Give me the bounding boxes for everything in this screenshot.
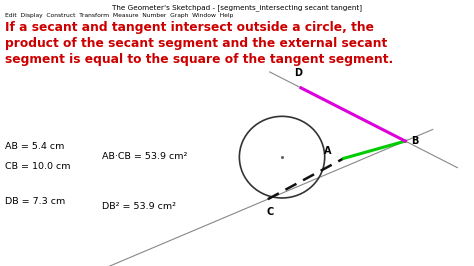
Text: Edit  Display  Construct  Transform  Measure  Number  Graph  Window  Help: Edit Display Construct Transform Measure… [5, 13, 233, 18]
Text: C: C [266, 207, 274, 217]
Text: AB = 5.4 cm: AB = 5.4 cm [5, 142, 64, 151]
Text: D: D [295, 68, 302, 78]
Text: A: A [324, 146, 332, 156]
Text: CB = 10.0 cm: CB = 10.0 cm [5, 162, 70, 171]
Text: DB = 7.3 cm: DB = 7.3 cm [5, 197, 65, 206]
Text: DB² = 53.9 cm²: DB² = 53.9 cm² [102, 202, 176, 211]
Text: B: B [411, 136, 419, 146]
Text: The Geometer's Sketchpad - [segments_intersecting secant tangent]: The Geometer's Sketchpad - [segments_int… [112, 5, 362, 11]
Text: AB·CB = 53.9 cm²: AB·CB = 53.9 cm² [102, 152, 187, 161]
Text: If a secant and tangent intersect outside a circle, the
product of the secant se: If a secant and tangent intersect outsid… [5, 21, 393, 66]
